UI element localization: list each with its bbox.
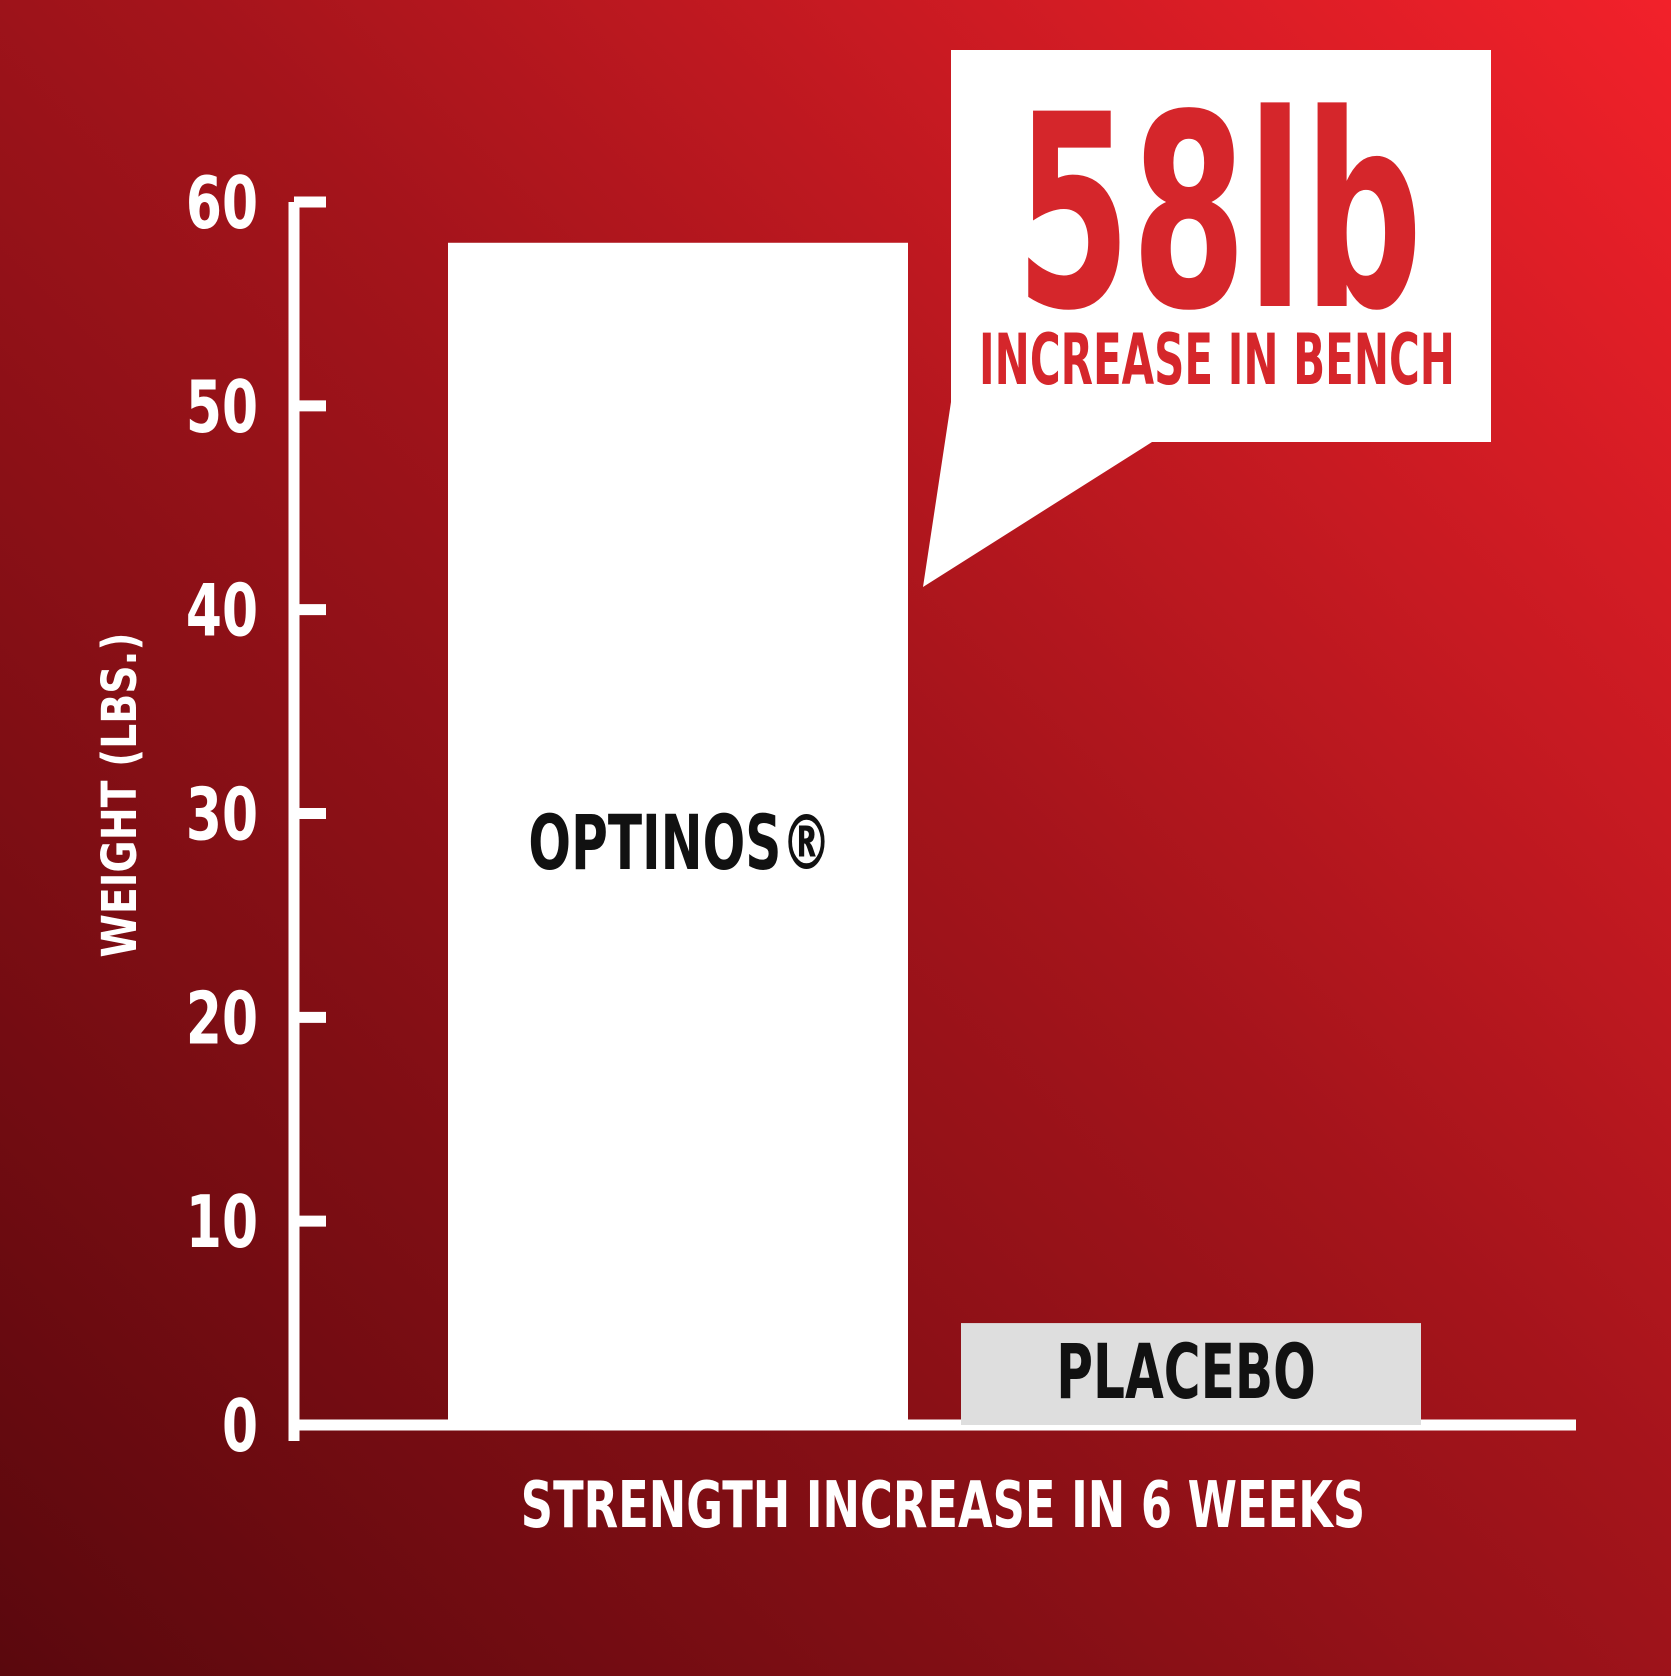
callout-bubble-shape [923,50,1491,587]
y-tick-label: 50 [186,365,258,449]
y-tick-label: 30 [186,773,258,857]
y-tick-label: 10 [186,1181,258,1265]
bar-label-placebo: PLACEBO [1056,1328,1315,1417]
bar-optinos [448,242,908,1426]
y-tick-label: 20 [186,977,258,1061]
y-tick-label: 60 [186,161,258,245]
x-axis-title: STRENGTH INCREASE IN 6 WEEKS [521,1469,1365,1543]
y-ticks: 0 10 20 30 40 50 60 [186,161,326,1468]
bar-label-optinos: OPTINOS® [528,799,831,888]
y-tick-label: 0 [222,1384,258,1468]
y-axis-title: WEIGHT (LBS.) [92,633,148,958]
callout-bubble: 58lb INCREASE IN BENCH [923,50,1491,587]
callout-text: INCREASE IN BENCH [979,319,1455,401]
callout-value: 58lb [1015,57,1422,370]
axes: 0 10 20 30 40 50 60 [186,161,1576,1468]
y-tick-label: 40 [186,569,258,653]
bar-placebo [961,1323,1421,1425]
bars: OPTINOS® PLACEBO [448,242,1421,1426]
